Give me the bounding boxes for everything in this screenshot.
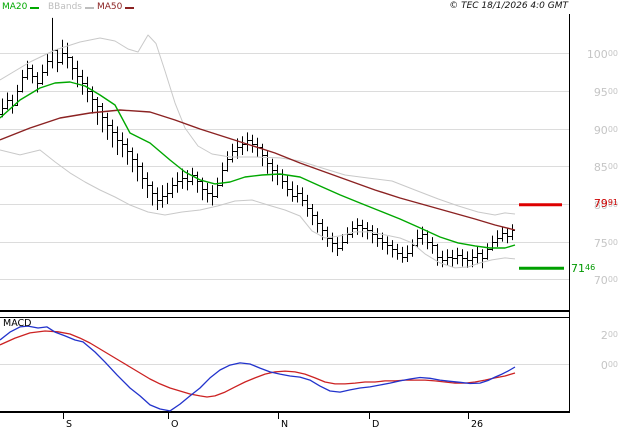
x-axis-tick-label: D — [372, 419, 380, 430]
bb-lower-line — [0, 149, 516, 269]
legend-label-ma50: MA50 — [97, 2, 123, 12]
legend-label-bbands: BBands — [48, 2, 82, 12]
support-label: 7146 — [571, 262, 596, 275]
y-axis-label: 8500 — [593, 161, 618, 174]
legend-label-ma20: MA20 — [2, 2, 28, 12]
signal-line — [0, 330, 516, 398]
y-axis-label: 9500 — [593, 86, 618, 99]
ma20-line-swatch-icon — [30, 6, 40, 9]
copyright-text: © TEC 18/1/2026 4:0 GMT — [449, 1, 568, 11]
bbands-line-swatch-icon — [84, 6, 94, 9]
y-axis-label: 9000 — [593, 124, 618, 137]
resistance-label: 7991 — [593, 197, 618, 210]
x-axis-tick-label: N — [281, 419, 289, 430]
ma50-line — [0, 109, 516, 231]
macd-line — [0, 325, 516, 412]
ma50-line-swatch-icon — [125, 6, 135, 9]
legend-item-bbands[interactable]: BBands — [48, 2, 94, 12]
y-axis-label: 10000 — [586, 48, 618, 61]
y-axis-label: 7500 — [593, 237, 618, 250]
y-axis-label: 8000 — [593, 199, 618, 212]
legend-item-ma20[interactable]: MA20 — [2, 2, 40, 12]
macd-axis-label: 000 — [600, 359, 618, 372]
macd-panel-title: MACD — [3, 318, 32, 329]
ma20-line — [0, 81, 516, 249]
bb-upper-line — [0, 34, 516, 216]
macd-axis-label: 200 — [600, 329, 618, 342]
ohlc-bars — [0, 17, 515, 269]
legend-item-ma50[interactable]: MA50 — [97, 2, 135, 12]
x-axis-tick-label: 26 — [471, 419, 484, 430]
x-axis-tick-label: O — [171, 419, 179, 430]
y-axis-label: 7000 — [593, 274, 618, 287]
x-axis-tick-label: S — [66, 419, 73, 430]
